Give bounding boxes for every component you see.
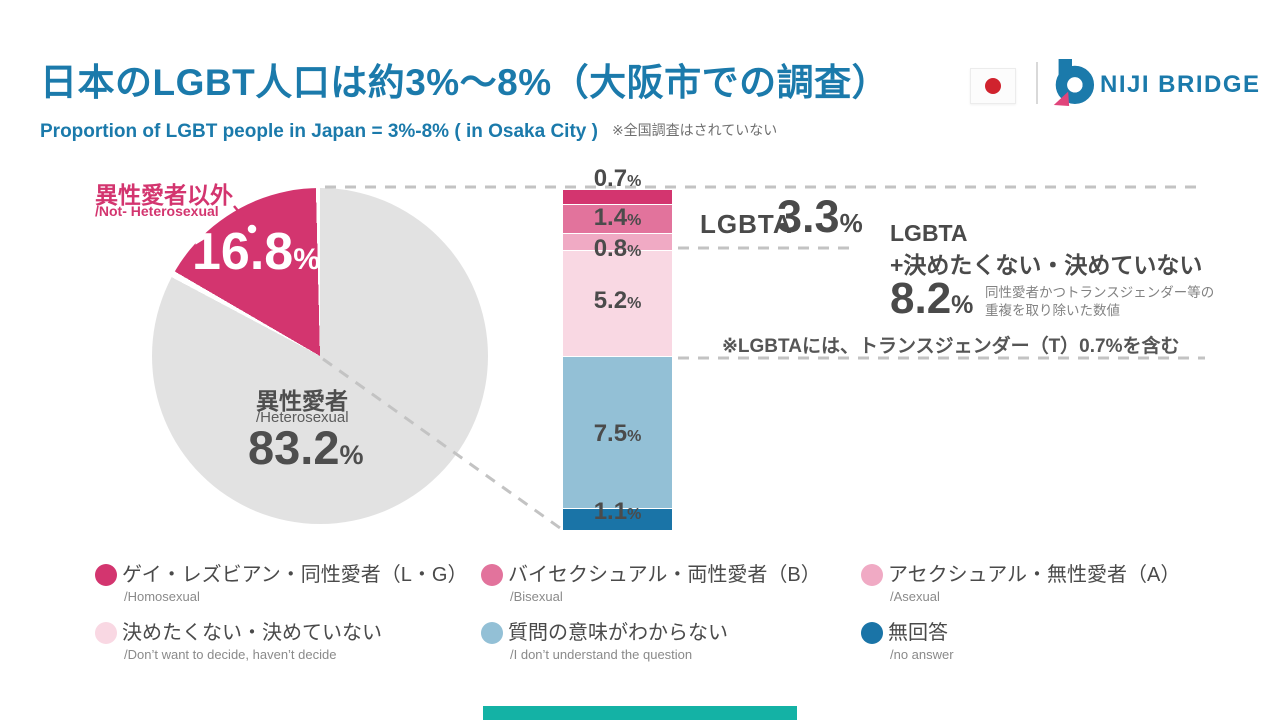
bar-segment-no-answer bbox=[563, 509, 672, 530]
legend-item-no-answer: 無回答/no answer bbox=[861, 620, 954, 662]
pie-label-not-heterosexual-jp: 異性愛者以外 bbox=[95, 182, 233, 208]
legend-item-bisexual: バイセクシュアル・両性愛者（B）/Bisexual bbox=[481, 562, 821, 604]
legend-dot-homosexual bbox=[95, 564, 117, 586]
legend-item-homosexual: ゲイ・レズビアン・同性愛者（L・G）/Homosexual bbox=[95, 562, 467, 604]
transgender-note: ※LGBTAには、トランスジェンダー（T）0.7%を含む bbox=[722, 336, 1180, 357]
overlap-note: 同性愛者かつトランスジェンダー等の 重複を取り除いた数値 bbox=[985, 285, 1215, 318]
survey-note: ※全国調査はされていない bbox=[611, 122, 778, 138]
bar-segment-homosexual bbox=[563, 190, 672, 205]
page-title: 日本のLGBT人口は約3%〜8%（大阪市での調査） bbox=[40, 62, 890, 103]
lgbta-label: LGBTA bbox=[700, 209, 793, 239]
legend-dot-asexual bbox=[861, 564, 883, 586]
bar-value-dont-understand: 7.5% bbox=[593, 420, 642, 447]
bar-segment-undecided bbox=[563, 251, 672, 357]
legend-item-dont-understand: 質問の意味がわからない/I don’t understand the quest… bbox=[481, 620, 728, 662]
pie-value-not-heterosexual: 16.8% bbox=[192, 223, 320, 281]
brand-divider bbox=[1036, 62, 1038, 104]
bar-segment-asexual bbox=[563, 234, 672, 251]
bar-segment-bisexual bbox=[563, 205, 672, 234]
japan-flag-icon bbox=[970, 68, 1016, 104]
legend-item-undecided: 決めたくない・決めていない/Don’t want to decide, have… bbox=[95, 620, 382, 662]
brand-name: NIJI BRIDGE bbox=[1100, 71, 1261, 98]
legend-dot-bisexual bbox=[481, 564, 503, 586]
legend-dot-no-answer bbox=[861, 622, 883, 644]
page-subtitle: Proportion of LGBT people in Japan = 3%-… bbox=[40, 121, 598, 142]
stacked-bar-chart bbox=[563, 190, 672, 530]
legend-item-asexual: アセクシュアル・無性愛者（A）/Asexual bbox=[861, 562, 1180, 604]
lgbta-plus-label-line2: +決めたくない・決めていない bbox=[890, 252, 1203, 278]
footer-accent-bar bbox=[483, 706, 797, 720]
subtitle-row: Proportion of LGBT people in Japan = 3%-… bbox=[40, 120, 777, 143]
bar-value-homosexual: 0.7% bbox=[593, 165, 642, 192]
bar-value-asexual: 0.8% bbox=[593, 235, 642, 262]
lgbta-plus-value: 8.2% bbox=[890, 274, 974, 323]
pie-label-not-heterosexual-en: /Not- Heterosexual bbox=[95, 203, 219, 219]
bar-segment-dont-understand bbox=[563, 357, 672, 509]
flag-red-circle bbox=[985, 78, 1001, 94]
lgbta-value: 3.3% bbox=[777, 191, 863, 242]
bar-value-no-answer: 1.1% bbox=[593, 498, 642, 525]
legend-dot-undecided bbox=[95, 622, 117, 644]
pie-value-heterosexual: 83.2% bbox=[248, 421, 364, 474]
bar-value-bisexual: 1.4% bbox=[593, 204, 642, 231]
niji-bridge-logo-icon bbox=[1053, 59, 1095, 106]
lgbta-plus-label-line1: LGBTA bbox=[890, 220, 968, 246]
bar-value-undecided: 5.2% bbox=[593, 287, 642, 314]
legend-dot-dont-understand bbox=[481, 622, 503, 644]
